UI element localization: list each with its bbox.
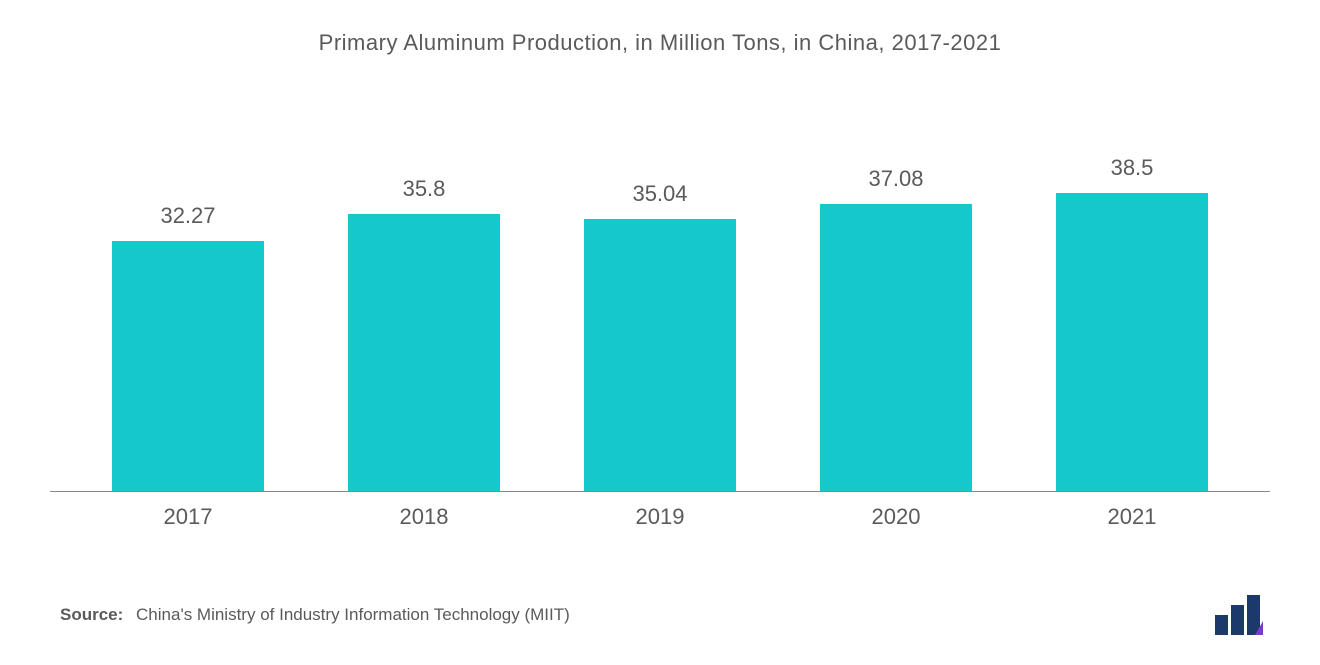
bar-label: 2017 xyxy=(82,504,294,530)
bar-group: 35.04 xyxy=(554,116,766,491)
bar-2021 xyxy=(1056,193,1209,491)
source-row: Source: China's Ministry of Industry Inf… xyxy=(50,595,1270,635)
logo-bar-icon xyxy=(1215,615,1228,635)
source-label: Source: xyxy=(60,605,123,624)
bar-2020 xyxy=(820,204,973,491)
bars-area: 32.27 35.8 35.04 37.08 38.5 xyxy=(50,116,1270,492)
bar-value: 37.08 xyxy=(868,166,923,192)
logo-bar-icon xyxy=(1247,595,1260,635)
brand-logo xyxy=(1215,595,1260,635)
bar-2019 xyxy=(584,219,737,491)
bar-group: 38.5 xyxy=(1026,116,1238,491)
bar-group: 35.8 xyxy=(318,116,530,491)
bar-group: 37.08 xyxy=(790,116,1002,491)
logo-bar-icon xyxy=(1231,605,1244,635)
source-value: China's Ministry of Industry Information… xyxy=(136,605,570,624)
bar-2018 xyxy=(348,214,501,491)
bar-label: 2021 xyxy=(1026,504,1238,530)
bar-group: 32.27 xyxy=(82,116,294,491)
bar-label: 2020 xyxy=(790,504,1002,530)
bar-value: 35.8 xyxy=(403,176,446,202)
chart-container: Primary Aluminum Production, in Million … xyxy=(0,0,1320,665)
bar-2017 xyxy=(112,241,265,491)
bar-label: 2018 xyxy=(318,504,530,530)
chart-title: Primary Aluminum Production, in Million … xyxy=(50,30,1270,56)
bar-value: 35.04 xyxy=(632,181,687,207)
source-text: Source: China's Ministry of Industry Inf… xyxy=(60,605,570,625)
bar-value: 38.5 xyxy=(1111,155,1154,181)
logo-accent-icon xyxy=(1255,621,1263,635)
x-axis-labels: 2017 2018 2019 2020 2021 xyxy=(50,492,1270,530)
bar-value: 32.27 xyxy=(160,203,215,229)
bar-label: 2019 xyxy=(554,504,766,530)
